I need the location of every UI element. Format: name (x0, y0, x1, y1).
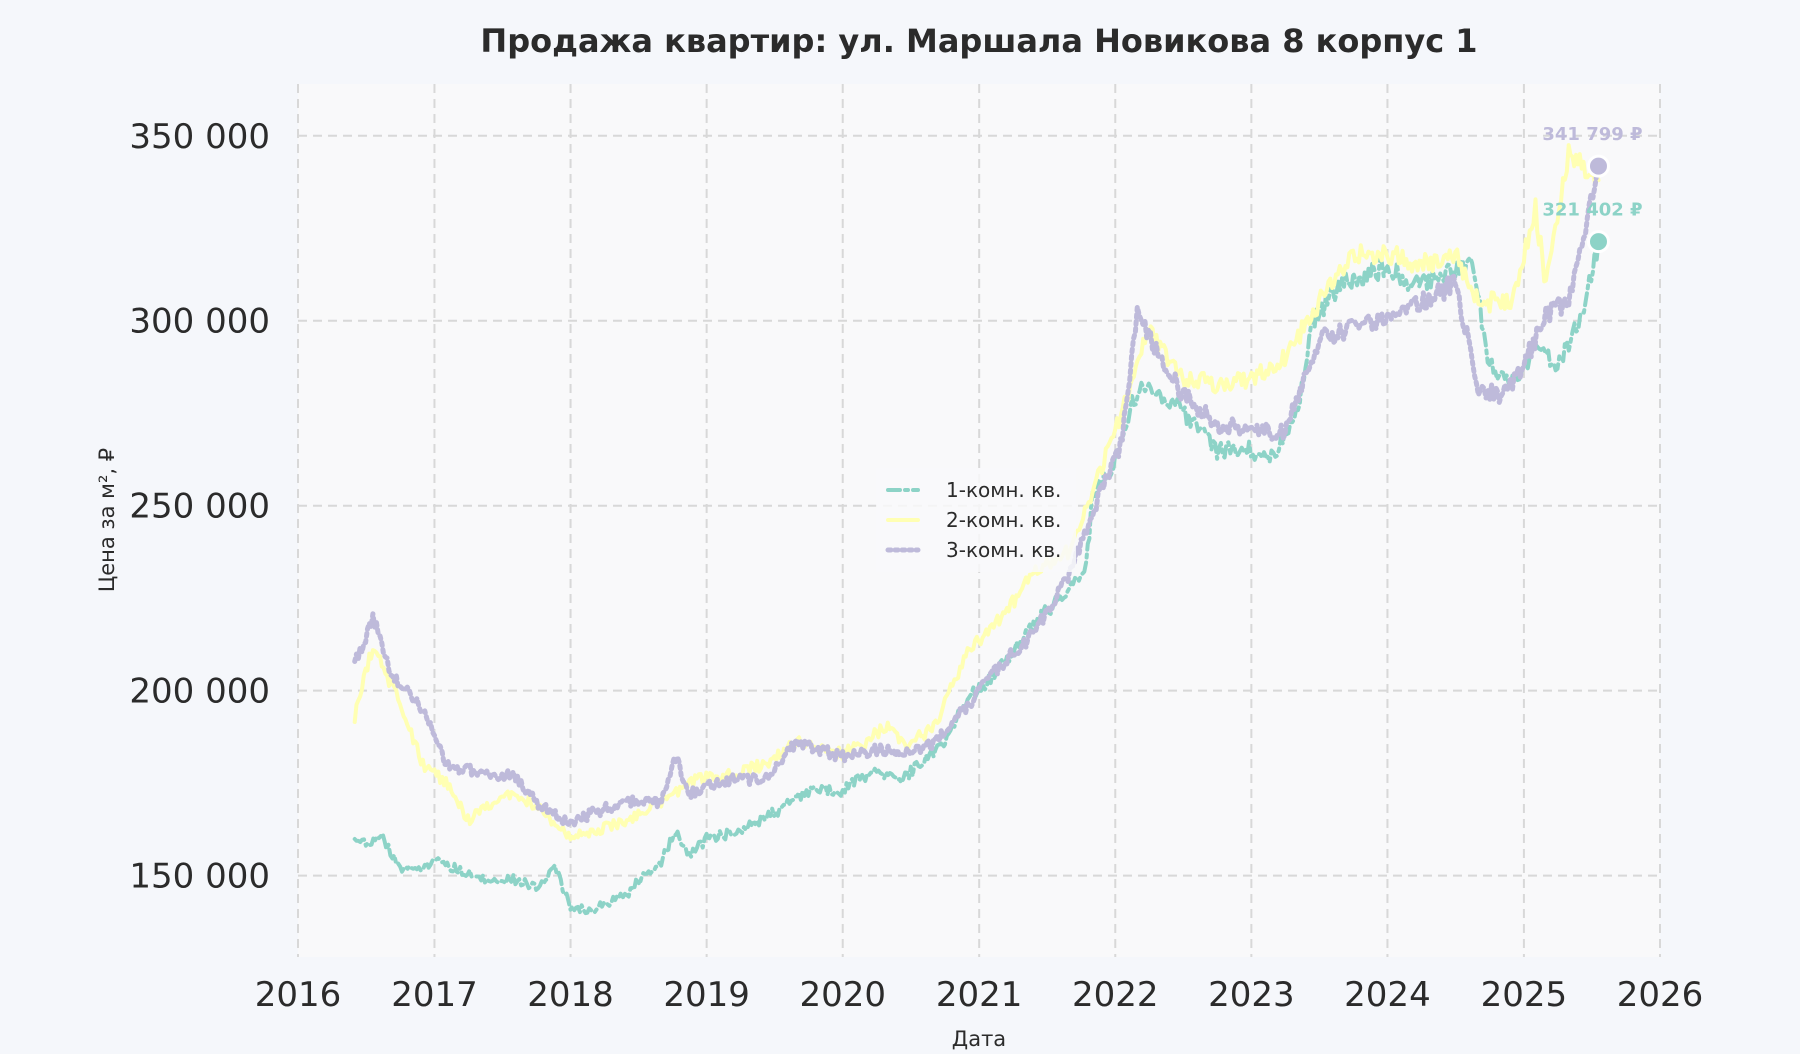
y-tick-label: 300 000 (129, 302, 270, 342)
x-tick-label: 2019 (663, 975, 750, 1015)
x-tick-label: 2024 (1344, 975, 1431, 1015)
x-tick-label: 2016 (255, 975, 342, 1015)
series-line (352, 239, 1601, 916)
x-tick-label: 2025 (1481, 975, 1568, 1015)
x-tick-label: 2018 (527, 975, 614, 1015)
grid (297, 84, 1661, 957)
x-tick-label: 2022 (1072, 975, 1159, 1015)
x-tick-label: 2023 (1208, 975, 1295, 1015)
end-markers: 321 402 ₽ 341 799 ₽ (1542, 124, 1643, 254)
end-marker-label: 321 402 ₽ (1542, 200, 1642, 221)
end-marker-dot (1586, 154, 1610, 178)
legend-label: 2-комн. кв. (946, 508, 1061, 532)
y-axis-label: Цена за м², ₽ (95, 448, 119, 592)
tick-labels: 2016 2017 2018 2019 2020 2021 2022 2023 2024 2025… (129, 117, 1703, 1015)
series-lines (352, 143, 1601, 916)
y-tick-label: 350 000 (129, 117, 270, 157)
end-marker-label: 341 799 ₽ (1542, 124, 1642, 145)
y-tick-label: 250 000 (129, 487, 270, 527)
x-tick-label: 2017 (391, 975, 478, 1015)
series-line (352, 163, 1601, 828)
x-tick-label: 2026 (1617, 975, 1704, 1015)
x-tick-label: 2021 (936, 975, 1023, 1015)
x-axis-label: Дата (952, 1027, 1006, 1050)
legend-label: 3-комн. кв. (946, 538, 1061, 562)
x-tick-label: 2020 (799, 975, 886, 1015)
legend: 1-комн. кв. 2-комн. кв. 3-комн. кв. (876, 468, 1076, 572)
y-tick-label: 200 000 (129, 672, 270, 712)
end-marker-dot (1586, 230, 1610, 254)
legend-label: 1-комн. кв. (946, 478, 1061, 502)
series-line (352, 143, 1601, 842)
chart-title: Продажа квартир: ул. Маршала Новикова 8 … (480, 22, 1477, 60)
y-tick-label: 150 000 (129, 857, 270, 897)
